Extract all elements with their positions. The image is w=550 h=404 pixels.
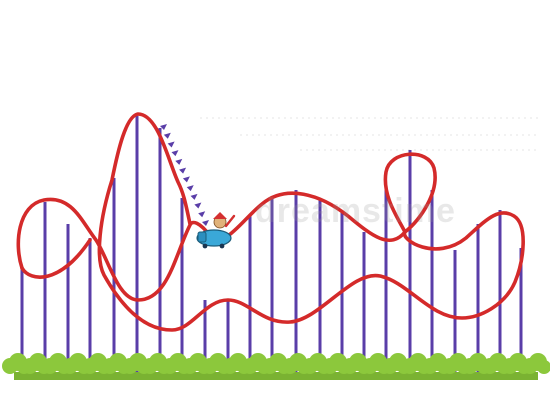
chain-tooth <box>163 132 171 139</box>
bush-lobe <box>537 360 550 374</box>
coaster-track-left-end <box>20 238 92 279</box>
coaster-track <box>16 112 525 332</box>
ground-strip <box>14 372 538 380</box>
chain-tooth <box>190 193 198 200</box>
chain-tooth <box>175 158 183 165</box>
lift-hill-chain <box>160 124 209 226</box>
bush <box>522 353 550 374</box>
coaster-car <box>196 212 236 249</box>
chain-tooth <box>198 211 206 218</box>
chain-tooth <box>167 141 175 148</box>
chain-tooth <box>194 202 202 209</box>
chain-tooth <box>186 185 194 192</box>
wheel-front <box>202 243 208 249</box>
coaster-car-front <box>197 231 207 243</box>
background-dots <box>200 117 540 151</box>
chain-tooth <box>202 220 209 226</box>
support-poles <box>20 116 523 374</box>
rider-hair <box>213 212 227 219</box>
bushes-row <box>2 353 550 374</box>
chain-tooth <box>182 176 190 183</box>
rider-arm <box>224 214 236 228</box>
chain-tooth <box>179 167 187 174</box>
wheel-back <box>219 243 225 249</box>
watermark-text: dreamstime <box>255 192 456 230</box>
chain-tooth <box>160 124 167 130</box>
chain-tooth <box>171 150 179 157</box>
